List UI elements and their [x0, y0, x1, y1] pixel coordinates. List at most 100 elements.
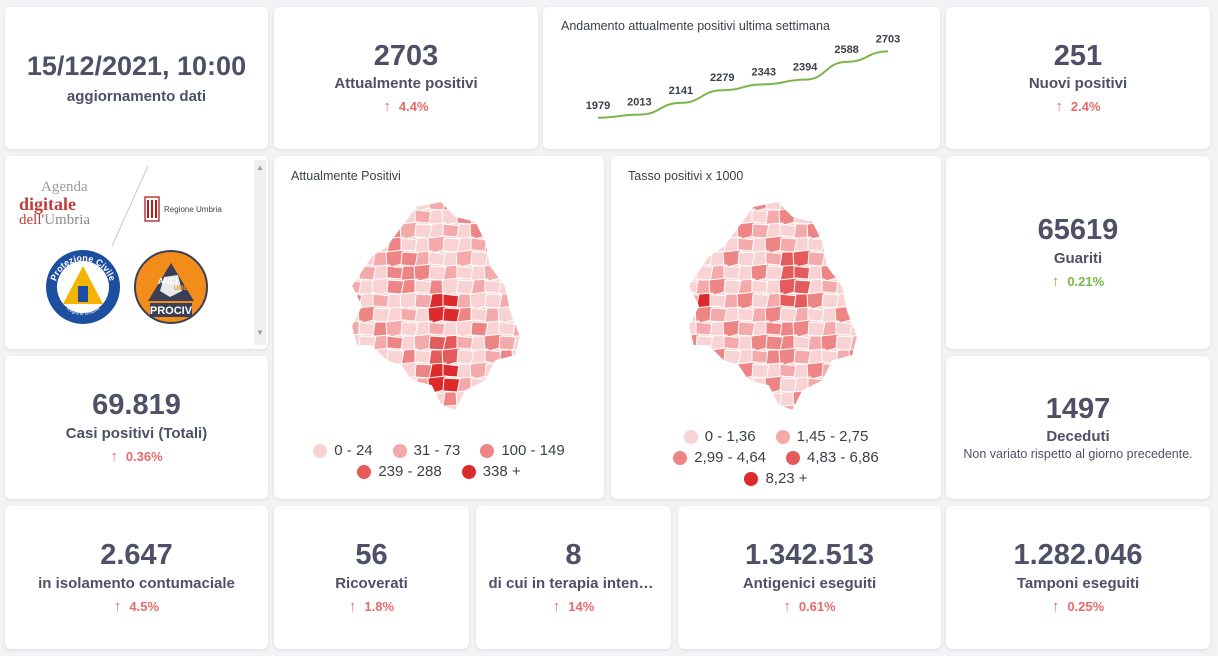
- municipality-area[interactable]: [821, 209, 840, 224]
- municipality-area[interactable]: [751, 390, 770, 409]
- municipality-area[interactable]: [372, 363, 391, 378]
- municipality-area[interactable]: [820, 403, 840, 422]
- municipality-area[interactable]: [683, 363, 700, 379]
- municipality-area[interactable]: [512, 418, 530, 426]
- anci-umbria-prociv-logo[interactable]: ANCI UMBRIA PROCIV: [134, 249, 208, 325]
- municipality-area[interactable]: [512, 293, 530, 308]
- municipality-area[interactable]: [835, 209, 854, 226]
- municipality-area[interactable]: [683, 349, 700, 364]
- municipality-area[interactable]: [849, 404, 867, 422]
- municipality-area[interactable]: [694, 235, 714, 255]
- municipality-area[interactable]: [483, 196, 503, 213]
- legend-item[interactable]: 239 - 288: [357, 463, 442, 480]
- municipality-area[interactable]: [849, 377, 867, 393]
- municipality-area[interactable]: [442, 418, 460, 426]
- municipality-area[interactable]: [497, 375, 517, 395]
- municipality-area[interactable]: [511, 277, 530, 297]
- municipality-area[interactable]: [709, 404, 728, 422]
- municipality-area[interactable]: [498, 209, 517, 226]
- legend-item[interactable]: 100 - 149: [480, 442, 565, 459]
- umbria-map-positivi[interactable]: [346, 196, 546, 426]
- municipality-area[interactable]: [497, 235, 517, 255]
- municipality-area[interactable]: [849, 251, 867, 268]
- municipality-area[interactable]: [498, 362, 517, 381]
- scroll-up-icon[interactable]: ▲: [256, 163, 264, 172]
- municipality-area[interactable]: [683, 209, 700, 224]
- municipality-area[interactable]: [346, 377, 363, 394]
- municipality-area[interactable]: [358, 405, 377, 420]
- municipality-area[interactable]: [807, 405, 826, 421]
- legend-item[interactable]: 338 +: [461, 463, 521, 480]
- municipality-area[interactable]: [485, 420, 502, 426]
- municipality-area[interactable]: [498, 222, 517, 241]
- municipality-area[interactable]: [512, 363, 530, 378]
- municipality-area[interactable]: [386, 376, 405, 395]
- municipality-area[interactable]: [413, 403, 433, 422]
- municipality-area[interactable]: [346, 403, 363, 422]
- municipality-area[interactable]: [849, 196, 867, 213]
- municipality-area[interactable]: [386, 196, 405, 210]
- municipality-area[interactable]: [723, 405, 742, 419]
- municipality-area[interactable]: [346, 349, 363, 364]
- municipality-area[interactable]: [848, 277, 867, 297]
- municipality-area[interactable]: [371, 207, 391, 227]
- municipality-area[interactable]: [683, 390, 700, 409]
- municipality-area[interactable]: [471, 419, 488, 426]
- municipality-area[interactable]: [683, 403, 700, 422]
- municipality-area[interactable]: [835, 196, 854, 211]
- municipality-area[interactable]: [849, 293, 867, 308]
- municipality-area[interactable]: [708, 207, 728, 227]
- municipality-area[interactable]: [512, 237, 530, 253]
- umbria-map-tasso[interactable]: [683, 196, 883, 426]
- municipality-area[interactable]: [750, 403, 770, 422]
- municipality-area[interactable]: [346, 223, 363, 239]
- municipality-area[interactable]: [372, 377, 391, 393]
- municipality-area[interactable]: [835, 405, 854, 420]
- municipality-area[interactable]: [415, 420, 432, 426]
- municipality-area[interactable]: [512, 223, 530, 238]
- municipality-area[interactable]: [401, 419, 418, 426]
- municipality-area[interactable]: [484, 209, 503, 224]
- municipality-area[interactable]: [498, 391, 517, 406]
- municipality-area[interactable]: [357, 375, 377, 395]
- municipality-area[interactable]: [387, 420, 404, 426]
- municipality-area[interactable]: [695, 349, 714, 366]
- municipality-area[interactable]: [512, 251, 530, 268]
- municipality-area[interactable]: [358, 196, 377, 211]
- municipality-area[interactable]: [358, 349, 377, 366]
- municipality-area[interactable]: [346, 209, 363, 224]
- municipality-area[interactable]: [456, 405, 475, 419]
- municipality-area[interactable]: [358, 209, 377, 226]
- municipality-area[interactable]: [372, 418, 390, 426]
- municipality-area[interactable]: [470, 391, 489, 407]
- municipality-area[interactable]: [414, 390, 433, 409]
- municipality-area[interactable]: [683, 237, 700, 254]
- municipality-area[interactable]: [723, 196, 742, 210]
- legend-item[interactable]: 31 - 73: [392, 442, 460, 459]
- municipality-area[interactable]: [372, 404, 391, 422]
- municipality-area[interactable]: [498, 251, 517, 266]
- municipality-area[interactable]: [820, 196, 840, 213]
- municipality-area[interactable]: [835, 391, 854, 406]
- municipality-area[interactable]: [807, 391, 826, 407]
- municipality-area[interactable]: [683, 223, 700, 239]
- municipality-area[interactable]: [695, 405, 714, 420]
- municipality-area[interactable]: [372, 196, 391, 213]
- protezione-civile-logo[interactable]: Protezione Civile Regione Umbria: [45, 249, 121, 325]
- municipality-area[interactable]: [683, 250, 700, 269]
- municipality-area[interactable]: [722, 389, 742, 409]
- municipality-area[interactable]: [835, 222, 854, 241]
- municipality-area[interactable]: [386, 405, 405, 419]
- legend-item[interactable]: 0 - 1,36: [683, 428, 756, 445]
- municipality-area[interactable]: [358, 391, 377, 406]
- municipality-area[interactable]: [849, 418, 867, 426]
- municipality-area[interactable]: [499, 420, 516, 426]
- municipality-area[interactable]: [498, 265, 517, 281]
- municipality-area[interactable]: [709, 223, 728, 238]
- municipality-area[interactable]: [709, 377, 728, 393]
- municipality-area[interactable]: [709, 418, 727, 426]
- municipality-area[interactable]: [386, 209, 405, 225]
- municipality-area[interactable]: [346, 363, 363, 379]
- municipality-area[interactable]: [358, 362, 377, 381]
- municipality-area[interactable]: [683, 196, 700, 213]
